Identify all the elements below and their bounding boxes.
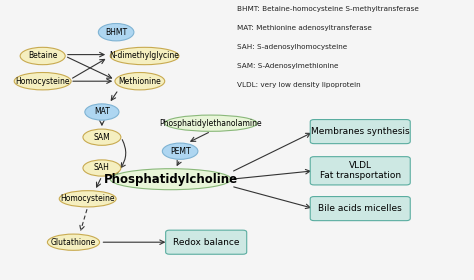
Text: BHMT: Betaine-homocysteine S-methyltransferase: BHMT: Betaine-homocysteine S-methyltrans… [237,6,419,11]
Text: N-dimethylglycine: N-dimethylglycine [109,52,180,60]
Ellipse shape [14,73,71,90]
Text: SAH: S-adenosylhomocysteine: SAH: S-adenosylhomocysteine [237,44,347,50]
Text: Phosphatidylethanolamine: Phosphatidylethanolamine [160,119,262,128]
FancyBboxPatch shape [310,197,410,221]
Ellipse shape [59,191,116,207]
Text: Betaine: Betaine [28,52,57,60]
Text: SAM: SAM [93,133,110,142]
Text: BHMT: BHMT [105,28,127,37]
FancyBboxPatch shape [310,157,410,185]
Text: Methionine: Methionine [118,77,161,86]
Ellipse shape [47,234,100,250]
Text: VLDL: very low density lipoprotein: VLDL: very low density lipoprotein [237,82,361,88]
Text: Glutathione: Glutathione [51,238,96,247]
Text: MAT: Methionine adenosyltransferase: MAT: Methionine adenosyltransferase [237,25,372,31]
Text: SAM: S-Adenosylmethionine: SAM: S-Adenosylmethionine [237,63,338,69]
FancyBboxPatch shape [310,120,410,144]
Text: SAH: SAH [94,164,110,172]
Text: Membranes synthesis: Membranes synthesis [311,127,410,136]
Ellipse shape [110,47,179,65]
Ellipse shape [165,115,257,131]
Text: Redox balance: Redox balance [173,238,239,247]
Ellipse shape [98,24,134,41]
Ellipse shape [83,129,121,145]
Text: Homocysteine: Homocysteine [16,77,70,86]
Text: Bile acids micelles: Bile acids micelles [319,204,402,213]
Ellipse shape [20,47,65,65]
Ellipse shape [83,160,121,176]
Text: VLDL
Fat transportation: VLDL Fat transportation [319,161,401,181]
Text: Phosphatidylcholine: Phosphatidylcholine [104,173,237,186]
Text: PEMT: PEMT [170,147,191,156]
Ellipse shape [110,169,231,190]
Ellipse shape [85,104,119,120]
Text: Homocysteine: Homocysteine [61,194,115,203]
Ellipse shape [162,143,198,159]
FancyBboxPatch shape [165,230,246,254]
Text: MAT: MAT [94,108,110,116]
Ellipse shape [115,73,164,90]
